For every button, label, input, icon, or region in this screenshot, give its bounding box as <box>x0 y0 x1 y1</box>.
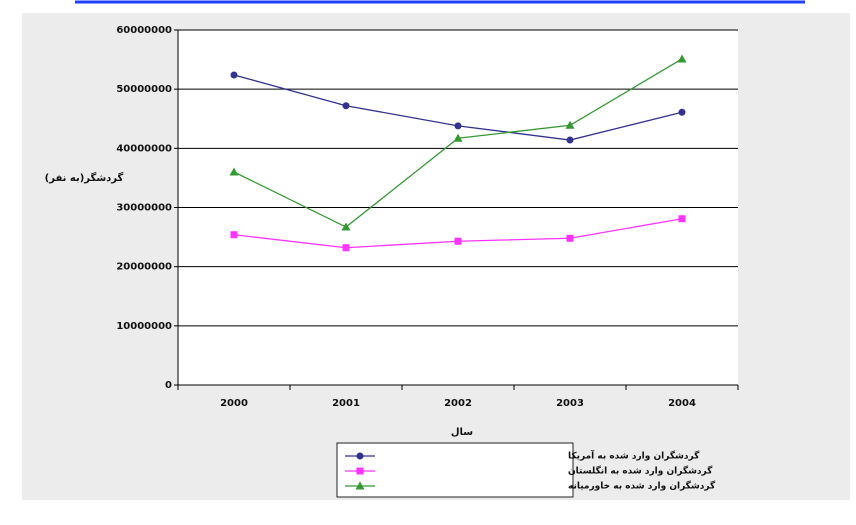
marker <box>343 102 350 109</box>
legend <box>337 443 573 497</box>
y-tick-label: 40000000 <box>116 143 172 154</box>
x-axis-label: سال <box>451 427 473 438</box>
x-tick-label: 2004 <box>668 398 696 409</box>
legend-label: گردشگران وارد شده به آمریکا <box>568 450 700 462</box>
x-tick-label: 2001 <box>332 398 360 409</box>
y-axis-label: گردشگر(به نفر) <box>45 171 124 184</box>
y-tick-label: 20000000 <box>116 262 172 273</box>
marker <box>231 231 238 238</box>
marker <box>343 244 350 251</box>
chart: گردشگر(به نفر) سال 0 10000000 20000000 3000… <box>0 0 856 525</box>
legend-label: گردشگران وارد شده به انگلستان <box>568 465 713 477</box>
marker <box>679 215 686 222</box>
x-tick-label: 2003 <box>556 398 584 409</box>
x-tick-label: 2000 <box>220 398 248 409</box>
marker <box>455 122 462 129</box>
y-tick-label: 0 <box>165 380 172 391</box>
marker <box>679 109 686 116</box>
legend-label: گردشگران وارد شده به خاورمیانه <box>568 480 716 492</box>
marker <box>455 238 462 245</box>
marker <box>567 235 574 242</box>
marker <box>357 453 364 460</box>
marker <box>567 137 574 144</box>
y-tick-label: 10000000 <box>116 321 172 332</box>
marker <box>357 468 364 475</box>
y-tick-label: 30000000 <box>116 203 172 214</box>
y-tick-label: 50000000 <box>116 84 172 95</box>
y-tick-label: 60000000 <box>116 25 172 36</box>
x-tick-label: 2002 <box>444 398 472 409</box>
marker <box>231 71 238 78</box>
